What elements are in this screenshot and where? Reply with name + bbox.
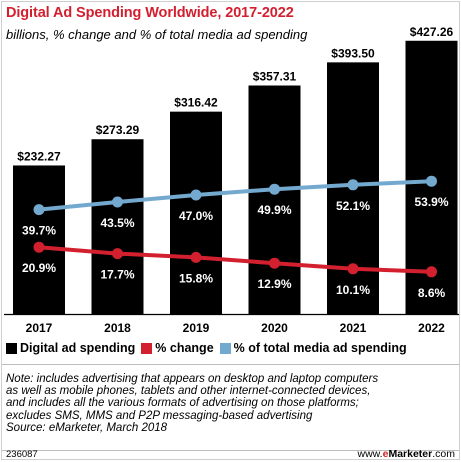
chart-source: Source: eMarketer, March 2018 xyxy=(6,421,168,434)
bar-value-label: $316.42 xyxy=(174,96,218,110)
pct-change-label: 8.6% xyxy=(418,286,446,300)
legend-item-pct-total: % of total media ad spending xyxy=(219,341,407,355)
emarketer-logo[interactable]: www.eMarketer.com xyxy=(357,448,455,460)
chart-id: 236087 xyxy=(6,449,38,460)
pct-of-total-point xyxy=(426,175,437,187)
pct-of-total-label: 39.7% xyxy=(22,224,56,238)
pct-of-total-point xyxy=(33,204,45,216)
pct-of-total-point xyxy=(347,179,359,191)
footer-divider xyxy=(2,450,459,451)
legend-swatch-red xyxy=(141,342,153,354)
pct-of-total-point xyxy=(269,183,280,195)
legend-item-pct-change: % change xyxy=(141,341,214,355)
divider xyxy=(2,364,459,365)
bar-value-label: $393.50 xyxy=(331,46,375,60)
pct-of-total-label: 47.0% xyxy=(179,209,213,223)
pct-change-point xyxy=(190,251,202,263)
note-line: as well as mobile phones, tablets and ot… xyxy=(6,385,371,398)
legend-label: % of total media ad spending xyxy=(233,341,407,355)
pct-change-point xyxy=(112,248,123,260)
pct-of-total-point xyxy=(112,196,123,208)
bar-value-label: $427.26 xyxy=(410,25,454,39)
note-line: Note: includes advertising that appears … xyxy=(6,373,379,385)
bar-value-label: $357.31 xyxy=(253,70,297,84)
pct-change-label: 17.7% xyxy=(100,268,134,282)
pct-of-total-point xyxy=(190,189,202,201)
x-tick-label: 2017 xyxy=(26,321,53,335)
logo-brand: Marketer xyxy=(388,448,433,460)
x-tick-label: 2022 xyxy=(418,321,445,335)
chart-note: Note: includes advertising that appears … xyxy=(6,373,459,434)
legend-label: Digital ad spending xyxy=(20,341,136,355)
x-tick-label: 2018 xyxy=(104,321,131,335)
chart-legend: Digital ad spending % change % of total … xyxy=(6,339,413,357)
bar xyxy=(13,165,65,314)
bar xyxy=(91,139,144,314)
legend-swatch-black xyxy=(6,342,17,354)
logo-e: e xyxy=(382,448,389,460)
pct-change-point xyxy=(269,257,280,269)
x-tick-label: 2019 xyxy=(183,321,210,335)
x-tick-label: 2020 xyxy=(261,321,288,335)
pct-change-line xyxy=(38,245,432,274)
pct-change-point xyxy=(347,263,359,275)
legend-label: % change xyxy=(155,341,214,355)
pct-change-label: 20.9% xyxy=(22,261,56,275)
bar xyxy=(248,85,301,315)
chart-subtitle: billions, % change and % of total media … xyxy=(6,27,308,42)
pct-of-total-label: 52.1% xyxy=(336,199,370,213)
logo-prefix: www. xyxy=(357,448,383,460)
pct-of-total-label: 53.9% xyxy=(414,195,448,209)
bar-value-label: $273.29 xyxy=(96,123,140,137)
pct-of-total-label: 49.9% xyxy=(257,203,291,217)
legend-item-digital-ad-spending: Digital ad spending xyxy=(6,341,135,355)
chart-title: Digital Ad Spending Worldwide, 2017-2022 xyxy=(6,5,294,21)
pct-change-label: 12.9% xyxy=(257,277,291,291)
bar xyxy=(170,111,222,314)
legend-swatch-blue xyxy=(219,342,231,354)
pct-change-point xyxy=(426,266,437,278)
note-line: excludes SMS, MMS and P2P messaging-base… xyxy=(6,409,313,422)
note-line: and includes all the various formats of … xyxy=(6,397,359,410)
pct-of-total-line xyxy=(38,179,432,212)
x-tick-label: 2021 xyxy=(340,321,367,335)
pct-of-total-label: 43.5% xyxy=(100,216,134,230)
pct-change-label: 15.8% xyxy=(179,271,213,285)
pct-change-label: 10.1% xyxy=(336,283,370,297)
logo-suffix: .com xyxy=(432,448,455,460)
bar-value-label: $232.27 xyxy=(17,149,61,163)
chart-plot: $232.27 $273.29 $316.42 $357.31 $393.50 $427.… xyxy=(4,25,459,335)
pct-change-point xyxy=(33,241,45,253)
